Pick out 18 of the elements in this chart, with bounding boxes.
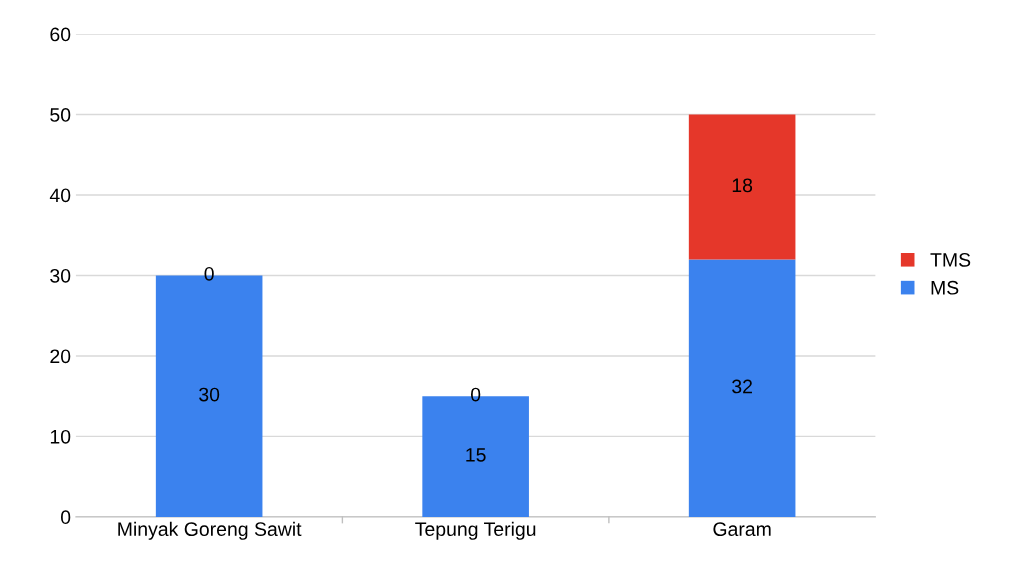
y-tick-label: 20 [50, 349, 71, 364]
data-label: 18 [732, 178, 753, 193]
data-label: 30 [199, 387, 220, 402]
bar [688, 114, 796, 260]
legend-label: MS [931, 280, 959, 295]
y-tick-label: 30 [50, 268, 71, 283]
bar [688, 259, 796, 517]
y-tick-label: 50 [50, 108, 71, 122]
data-label: 15 [466, 448, 486, 462]
data-label: 32 [732, 379, 752, 394]
x-tick-label: Garam [713, 522, 771, 537]
x-tick-label: Tepung Terigu [415, 521, 536, 540]
y-tick-label: 40 [49, 188, 71, 203]
x-tick-label: Minyak Goreng Sawit [118, 521, 302, 540]
y-tick-label: 0 [60, 510, 71, 525]
y-tick-label: 10 [50, 429, 71, 444]
y-tick-label: 60 [50, 27, 71, 42]
legend-label: TMS [930, 253, 971, 267]
